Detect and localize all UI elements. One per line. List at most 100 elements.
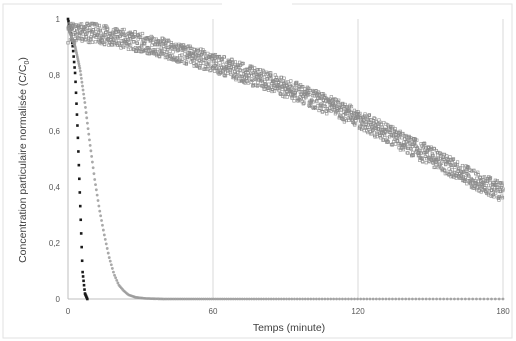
data-point bbox=[414, 297, 418, 301]
data-point bbox=[78, 66, 82, 70]
data-point bbox=[233, 60, 237, 64]
data-point bbox=[286, 92, 290, 96]
data-point bbox=[198, 58, 202, 62]
data-point bbox=[140, 45, 144, 49]
y-axis-title-subscript: 0 bbox=[24, 60, 31, 64]
data-point bbox=[262, 69, 266, 73]
data-point bbox=[229, 72, 233, 76]
data-point bbox=[265, 77, 269, 81]
data-point bbox=[475, 297, 478, 301]
data-point bbox=[445, 154, 449, 158]
data-point bbox=[80, 259, 84, 263]
data-point bbox=[143, 42, 147, 46]
y-axis-title-main: Concentration particulaire normalisée (C… bbox=[17, 64, 29, 263]
data-point bbox=[497, 196, 501, 201]
data-point bbox=[101, 228, 105, 232]
data-point bbox=[321, 109, 325, 114]
data-point bbox=[261, 68, 265, 72]
data-point bbox=[178, 54, 182, 58]
data-point bbox=[227, 297, 231, 301]
data-point bbox=[404, 297, 408, 301]
data-point bbox=[288, 89, 293, 93]
data-point bbox=[463, 179, 467, 183]
data-point bbox=[78, 69, 82, 73]
data-point bbox=[213, 53, 218, 57]
data-point bbox=[114, 276, 118, 280]
data-point bbox=[238, 68, 242, 72]
title-remnant bbox=[222, 0, 292, 5]
data-point bbox=[82, 283, 86, 287]
data-point bbox=[411, 297, 414, 301]
data-point bbox=[69, 32, 74, 36]
data-point bbox=[97, 204, 101, 208]
data-point bbox=[446, 158, 450, 162]
data-point bbox=[443, 162, 448, 167]
data-point bbox=[397, 297, 401, 301]
data-point bbox=[236, 63, 240, 68]
data-point bbox=[256, 83, 260, 87]
data-point bbox=[317, 297, 321, 301]
data-point bbox=[255, 84, 259, 88]
data-point bbox=[72, 39, 76, 43]
data-point bbox=[245, 76, 249, 80]
data-point bbox=[218, 297, 222, 301]
data-point bbox=[100, 219, 103, 222]
data-point bbox=[73, 71, 77, 75]
data-point bbox=[350, 111, 354, 115]
data-point bbox=[467, 297, 471, 301]
data-point bbox=[361, 122, 365, 126]
data-point bbox=[306, 297, 310, 301]
data-point bbox=[431, 160, 435, 165]
series-2 bbox=[66, 26, 505, 301]
data-point bbox=[324, 96, 329, 100]
data-point bbox=[184, 62, 188, 66]
data-point bbox=[74, 38, 78, 43]
data-point bbox=[77, 62, 81, 66]
data-point bbox=[331, 101, 335, 106]
data-point bbox=[231, 297, 235, 301]
data-point bbox=[307, 103, 311, 108]
data-point bbox=[214, 297, 218, 301]
data-point bbox=[267, 86, 271, 90]
data-point bbox=[387, 297, 391, 301]
data-point bbox=[210, 297, 214, 301]
data-point bbox=[443, 169, 447, 173]
data-point bbox=[312, 297, 315, 301]
y-tick-label: 1 bbox=[56, 15, 61, 24]
y-tick-label: 0,8 bbox=[49, 71, 61, 80]
data-point bbox=[435, 297, 438, 301]
data-point bbox=[404, 145, 408, 150]
data-point bbox=[98, 209, 102, 213]
data-point bbox=[490, 297, 493, 301]
data-point bbox=[90, 154, 94, 158]
data-point bbox=[86, 127, 90, 131]
data-point bbox=[319, 107, 323, 111]
data-point bbox=[501, 297, 505, 301]
x-tick-label: 60 bbox=[209, 307, 218, 316]
data-point bbox=[107, 256, 111, 259]
data-point bbox=[214, 56, 218, 60]
data-point bbox=[259, 297, 263, 301]
data-point bbox=[164, 53, 168, 57]
data-point bbox=[295, 297, 299, 301]
data-point bbox=[228, 59, 232, 64]
data-point bbox=[370, 132, 374, 136]
data-point bbox=[375, 135, 379, 139]
data-point bbox=[422, 145, 426, 149]
data-point bbox=[337, 98, 341, 102]
data-point bbox=[435, 151, 440, 155]
data-point bbox=[252, 297, 256, 301]
data-point bbox=[92, 172, 96, 176]
data-point bbox=[367, 113, 372, 117]
data-point bbox=[398, 129, 402, 133]
data-point bbox=[110, 43, 114, 47]
data-point bbox=[215, 62, 219, 66]
data-point bbox=[79, 77, 83, 80]
data-point bbox=[384, 297, 388, 301]
data-point bbox=[81, 84, 84, 88]
data-point bbox=[167, 52, 172, 56]
data-point bbox=[456, 297, 460, 301]
data-point bbox=[367, 128, 371, 132]
data-point bbox=[94, 188, 98, 192]
